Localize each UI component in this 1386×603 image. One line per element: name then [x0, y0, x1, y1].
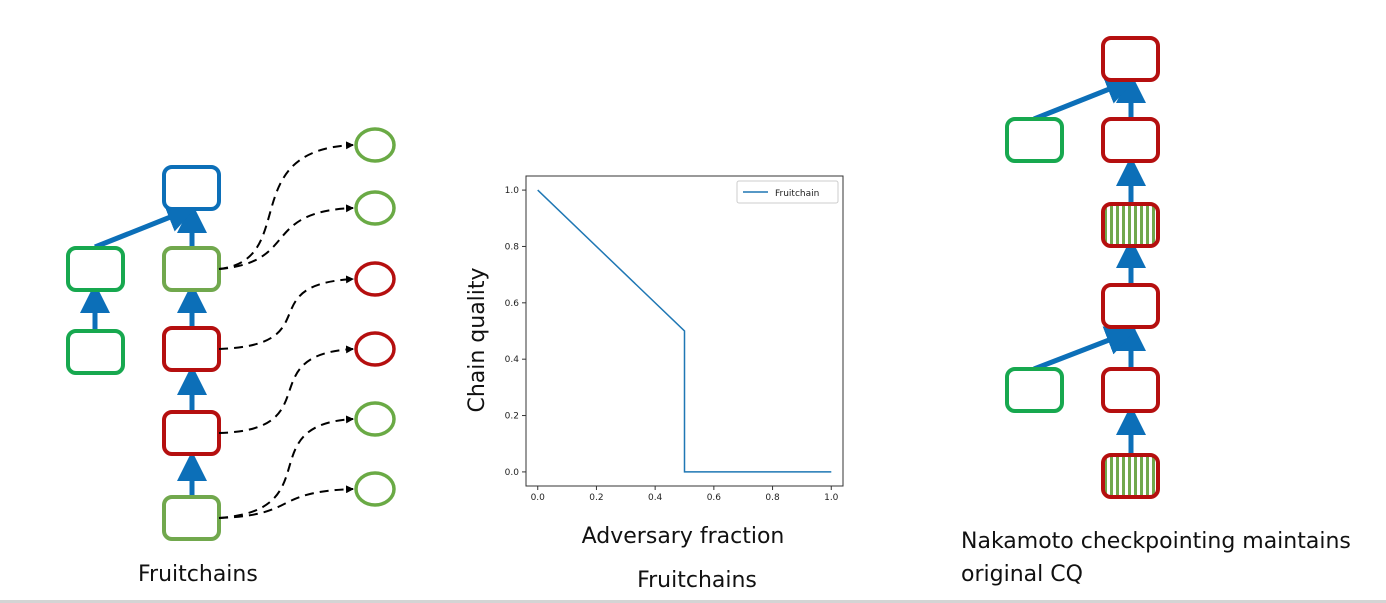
fork-link-arrow — [1033, 75, 1136, 122]
block-green-fork-base — [66, 329, 125, 375]
y-tick-label: 0.2 — [505, 412, 519, 422]
series-line-fruitchain — [537, 189, 832, 473]
fruit-link — [218, 415, 354, 519]
fruit-link — [218, 485, 354, 519]
x-axis-label: Adversary fraction — [582, 524, 785, 549]
block-red — [1101, 36, 1160, 82]
y-tick-label: 0.0 — [505, 468, 520, 478]
block-red — [1101, 367, 1160, 413]
fork-link-arrow — [94, 203, 197, 250]
fruit-green — [354, 401, 396, 437]
nakamoto-diagram: Nakamoto checkpointing maintains origina… — [961, 36, 1351, 587]
left-caption: Fruitchains — [138, 562, 258, 587]
fruit-green — [354, 471, 396, 507]
fruit-red — [354, 261, 396, 297]
block-red — [1101, 117, 1160, 163]
block-lightgreen-base — [162, 495, 221, 541]
y-tick-label: 0.4 — [505, 355, 520, 365]
block-red — [162, 410, 221, 456]
block-blue — [162, 165, 221, 211]
fruit-green — [354, 127, 396, 163]
right-caption-line2: original CQ — [961, 562, 1083, 587]
block-green-fork — [1005, 367, 1064, 413]
block-red — [162, 326, 221, 372]
x-tick-label: 0.8 — [765, 493, 780, 503]
x-tick-label: 0.2 — [589, 493, 603, 503]
middle-caption: Fruitchains — [637, 568, 757, 593]
block-green-fork — [66, 246, 125, 292]
y-tick-label: 1.0 — [505, 186, 520, 196]
fruitchain-diagram: Fruitchains — [66, 127, 396, 587]
fruit-green — [354, 190, 396, 226]
block-red — [1101, 283, 1160, 329]
fruit-link — [218, 345, 354, 434]
x-tick-label: 0.4 — [648, 493, 663, 503]
block-green-fork — [1005, 117, 1064, 163]
y-axis-label: Chain quality — [465, 267, 490, 412]
chart-ticks: 0.0 0.2 0.4 0.6 0.8 1.0 0.0 0.2 0.4 0.6 0.8 1.0 — [505, 186, 839, 503]
y-tick-label: 0.6 — [505, 299, 520, 309]
y-tick-label: 0.8 — [505, 242, 520, 252]
fork-link-arrow — [1033, 326, 1136, 372]
fruit-link — [218, 204, 354, 270]
fruit-link — [218, 275, 354, 350]
right-caption-line1: Nakamoto checkpointing maintains — [961, 529, 1351, 554]
fruit-link — [218, 141, 354, 270]
x-tick-label: 0.6 — [707, 493, 722, 503]
block-checkpoint-striped — [1101, 453, 1160, 499]
x-tick-label: 0.0 — [531, 493, 546, 503]
block-lightgreen — [162, 246, 221, 292]
legend-label: Fruitchain — [775, 189, 819, 199]
block-checkpoint-striped — [1101, 202, 1160, 248]
bottom-divider — [0, 600, 1386, 603]
legend-box — [736, 180, 839, 204]
x-tick-label: 1.0 — [824, 493, 839, 503]
chain-quality-chart: 0.0 0.2 0.4 0.6 0.8 1.0 0.0 0.2 0.4 0.6 0.8 1.0 Fru… — [465, 175, 844, 593]
fruit-red — [354, 331, 396, 367]
